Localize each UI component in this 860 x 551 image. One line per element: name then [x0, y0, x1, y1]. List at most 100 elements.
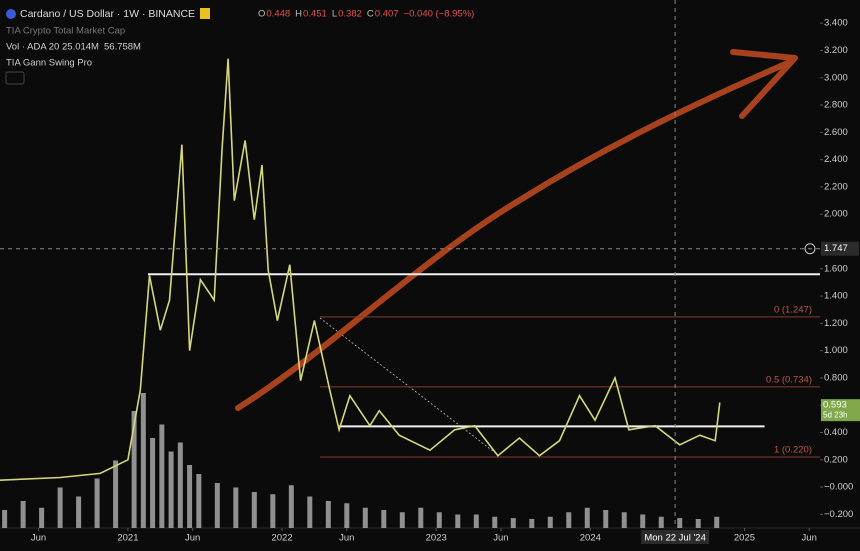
- crosshair-label: 1.747: [824, 243, 848, 254]
- flag: [200, 8, 210, 19]
- x-tick-label: 2023: [426, 533, 447, 544]
- volume-bar: [150, 438, 156, 528]
- volume-bar: [196, 474, 202, 528]
- y-tick-label: 2.800: [824, 100, 848, 111]
- volume-bar: [76, 496, 82, 528]
- ohlc-item: L: [332, 9, 337, 20]
- volume-bar: [381, 510, 387, 528]
- x-tick-label: Jun: [339, 533, 354, 544]
- volume-bar: [168, 451, 174, 528]
- volume-bar: [584, 507, 590, 528]
- volume-bar: [436, 512, 442, 528]
- volume-bar: [94, 478, 100, 528]
- volume-bar: [547, 516, 553, 528]
- volume-bar: [640, 514, 646, 528]
- volume-bar: [288, 485, 294, 528]
- volume-bar: [187, 465, 193, 528]
- x-tick-label: 2022: [271, 533, 292, 544]
- ohlc-item: 0.407: [375, 9, 399, 20]
- ohlc-item: −0.040 (−8.95%): [404, 9, 475, 20]
- x-tick-label: 2024: [580, 533, 601, 544]
- y-tick-label: 0.200: [824, 454, 848, 465]
- volume-bar: [270, 494, 276, 528]
- ohlc-item: 0.448: [266, 9, 290, 20]
- x-tick-label: Jun: [493, 533, 508, 544]
- crosshair-x-label: Mon 22 Jul '24: [644, 533, 706, 544]
- x-tick-label: Jun: [31, 533, 46, 544]
- ohlc-item: 0.451: [303, 9, 327, 20]
- volume-bar: [529, 519, 535, 528]
- volume-bar: [2, 510, 8, 528]
- volume-bar: [307, 496, 313, 528]
- ohlc-item: 0.382: [338, 9, 362, 20]
- volume-bar: [233, 487, 239, 528]
- y-tick-label: 3.000: [824, 72, 848, 83]
- last-price-label: 0.593: [823, 400, 847, 411]
- y-tick-label: 2.400: [824, 154, 848, 165]
- y-tick-label: 1.000: [824, 345, 848, 356]
- volume-ma: 56.758M: [104, 42, 141, 53]
- volume-bar: [677, 518, 683, 528]
- price-line: [0, 58, 721, 481]
- volume-bar: [362, 507, 368, 528]
- x-tick-label: 2021: [117, 533, 138, 544]
- crosshair-label-bg: [821, 241, 859, 256]
- x-tick-label: Jun: [185, 533, 200, 544]
- volume-bar: [251, 492, 257, 528]
- volume-bar: [714, 516, 720, 528]
- drawn-arrow: [235, 59, 793, 411]
- indicator: TIA Crypto Total Market Cap: [6, 26, 125, 37]
- ohlc-item: H: [295, 9, 302, 20]
- y-tick-label: 0.800: [824, 372, 848, 383]
- y-tick-label: −0.000: [824, 482, 853, 493]
- ohlc-item: C: [367, 9, 374, 20]
- x-tick-label: 2025: [734, 533, 755, 544]
- fib-label: 0.5 (0.734): [766, 374, 812, 385]
- volume-bar: [57, 487, 63, 528]
- volume-bar: [39, 507, 45, 528]
- volume-bar: [177, 442, 183, 528]
- volume-bar: [473, 514, 479, 528]
- x-tick-label: Jun: [802, 533, 817, 544]
- volume-bar: [621, 512, 627, 528]
- volume-value: 25.014M: [62, 42, 99, 53]
- y-tick-label: 0.400: [824, 427, 848, 438]
- ohlc: O 0.448 H 0.451 L 0.382 C 0.407 −0.040 (−8.95%): [258, 9, 474, 20]
- chart-title: Cardano / US Dollar · 1W · BINANCE: [20, 8, 195, 20]
- volume-bar: [566, 512, 572, 528]
- fib-label: 0 (1.247): [774, 304, 812, 315]
- last-price-bg: [821, 399, 860, 422]
- volume-bar: [113, 460, 119, 528]
- volume-bar: [214, 483, 220, 528]
- volume-bar: [695, 519, 701, 528]
- y-tick-label: 1.600: [824, 263, 848, 274]
- volume-bar: [159, 424, 165, 528]
- indicator: TIA Gann Swing Pro: [6, 58, 92, 69]
- price-axis: [820, 0, 860, 551]
- fib-label: 1 (0.220): [774, 445, 812, 456]
- y-tick-label: −0.200: [824, 509, 853, 520]
- countdown: 5d 23h: [823, 410, 847, 419]
- y-tick-label: 1.200: [824, 318, 848, 329]
- volume-bar: [455, 514, 461, 528]
- volume-bar: [603, 510, 609, 528]
- crosshair-plus: [804, 243, 816, 255]
- collapse-button[interactable]: [5, 71, 25, 85]
- volume-bar: [510, 518, 516, 528]
- volume-bar: [325, 501, 331, 528]
- y-tick-label: 1.400: [824, 291, 848, 302]
- volume-label: Vol · ADA 20: [6, 42, 59, 53]
- volume-bar: [344, 503, 350, 528]
- y-tick-label: 3.200: [824, 45, 848, 56]
- crosshair-x-label-bg: [641, 530, 710, 544]
- symbol-logo: [6, 9, 16, 19]
- volume-bar: [20, 501, 26, 528]
- y-tick-label: 2.200: [824, 181, 848, 192]
- drawn-arrow-head: [730, 49, 798, 119]
- volume-bar: [492, 516, 498, 528]
- ohlc-item: O: [258, 9, 265, 20]
- y-tick-label: 2.600: [824, 127, 848, 138]
- y-tick-label: 3.400: [824, 18, 848, 29]
- y-tick-label: 2.000: [824, 209, 848, 220]
